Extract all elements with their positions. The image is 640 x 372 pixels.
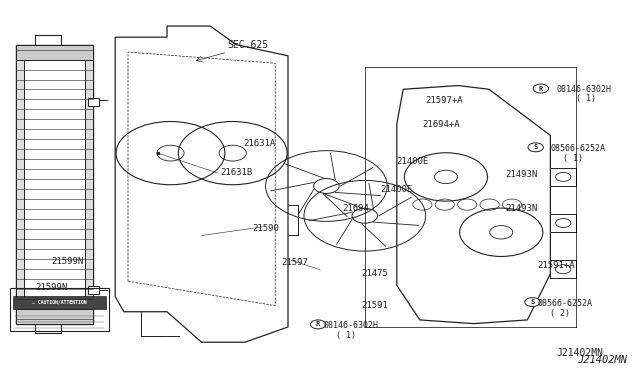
Text: 08146-6302H: 08146-6302H (323, 321, 378, 330)
Text: ( 1): ( 1) (576, 94, 596, 103)
Bar (88, 286, 99, 294)
Text: ( 2): ( 2) (550, 309, 570, 318)
Text: ⚠ CAUTION/ATTENTION: ⚠ CAUTION/ATTENTION (32, 300, 86, 305)
Text: J21402MN: J21402MN (577, 355, 627, 365)
Bar (550, 260, 576, 279)
Text: 21590: 21590 (253, 224, 280, 233)
Text: 21694: 21694 (342, 204, 369, 213)
Text: R: R (539, 86, 543, 92)
Text: R: R (316, 321, 320, 327)
Text: SEC.625: SEC.625 (227, 40, 268, 49)
Text: ( 1): ( 1) (336, 331, 356, 340)
Text: 21694+A: 21694+A (422, 120, 460, 129)
Text: 21591+A: 21591+A (538, 262, 575, 270)
Text: 08146-6302H: 08146-6302H (557, 85, 612, 94)
Text: J21402MN: J21402MN (557, 349, 604, 358)
Bar (85, 45, 93, 324)
Text: 21400E: 21400E (381, 185, 413, 194)
Text: 21597+A: 21597+A (426, 96, 463, 105)
Text: 08566-6252A: 08566-6252A (538, 299, 593, 308)
Text: 21631B: 21631B (221, 169, 253, 177)
Text: 21599N: 21599N (51, 257, 83, 266)
Text: 21493N: 21493N (506, 170, 538, 179)
Bar (10, 288, 109, 331)
Text: 21591: 21591 (362, 301, 388, 310)
Text: 21400E: 21400E (397, 157, 429, 166)
Text: 21475: 21475 (362, 269, 388, 278)
Circle shape (528, 143, 543, 152)
Bar (88, 98, 99, 106)
Circle shape (533, 84, 548, 93)
Bar (16, 309, 93, 324)
Text: 21599N: 21599N (35, 283, 67, 292)
Text: 21493N: 21493N (506, 204, 538, 213)
Bar (550, 168, 576, 186)
Bar (16, 45, 24, 324)
Text: 21597: 21597 (282, 258, 308, 267)
Text: S: S (534, 144, 538, 150)
Text: 21631A: 21631A (243, 139, 275, 148)
Text: S: S (531, 299, 534, 305)
Bar (550, 214, 576, 232)
Text: 08566-6252A: 08566-6252A (550, 144, 605, 153)
Bar (16, 45, 93, 324)
Bar (13, 296, 106, 309)
Circle shape (525, 298, 540, 307)
Text: ( 1): ( 1) (563, 154, 583, 163)
Circle shape (310, 320, 326, 329)
Bar (16, 45, 93, 60)
